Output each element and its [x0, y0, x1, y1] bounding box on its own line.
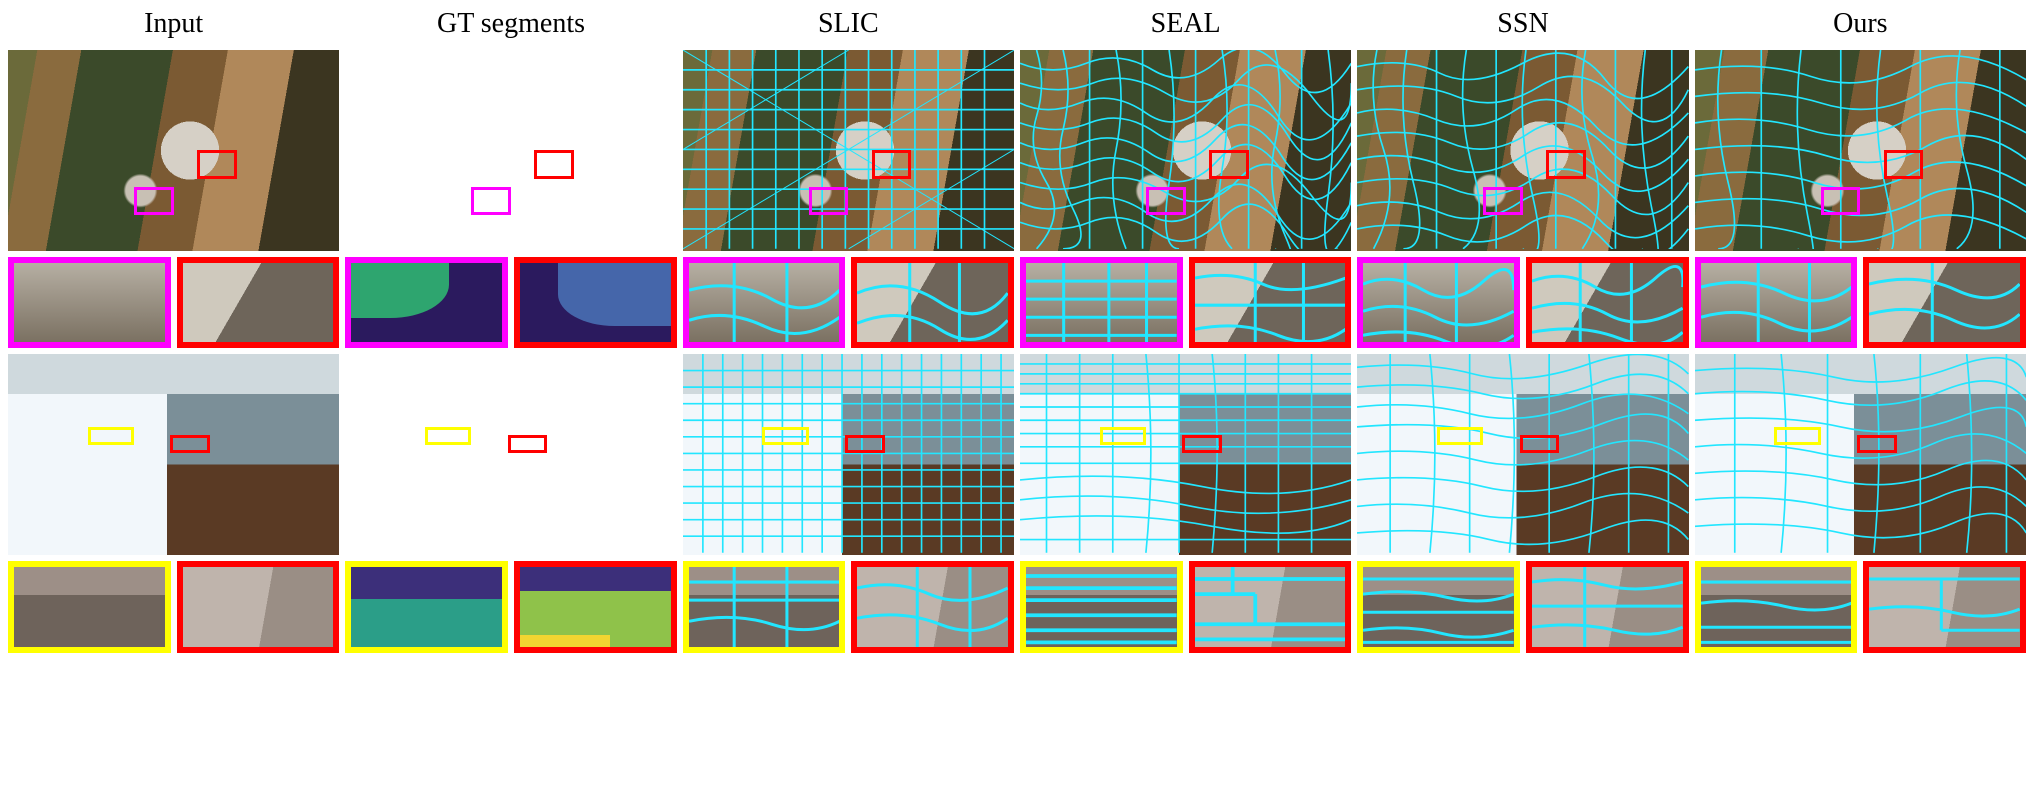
bird-input-image: [8, 50, 339, 251]
bird-ssn-zoom-red: [1526, 257, 1689, 349]
room-input: [8, 354, 339, 555]
bird-ours-zoom-magenta: [1695, 257, 1858, 349]
gt-adult-zoom: [558, 263, 671, 327]
roi-box-yellow: [425, 427, 471, 445]
roi-box-red: [508, 435, 548, 453]
room-gt-zoom-red: [514, 561, 677, 653]
bird-slic: [683, 50, 1014, 251]
room-seal: [1020, 354, 1351, 555]
bird-ssn-image: [1357, 50, 1688, 251]
zoom-mesh: [1363, 263, 1514, 347]
bird-ssn-zooms: [1357, 257, 1688, 349]
bird-gt-zoom-magenta: [345, 257, 508, 349]
room-ours-image: [1695, 354, 2026, 555]
room-seal-zoom-red: [1189, 561, 1352, 653]
room-input-image: [8, 354, 339, 555]
room-ssn-zoom-red: [1526, 561, 1689, 653]
room-input-zooms: [8, 561, 339, 653]
zoom-mesh: [1532, 567, 1683, 651]
bird-ssn: [1357, 50, 1688, 251]
room-slic-zoom-red: [851, 561, 1014, 653]
col-header-slic: SLIC: [683, 8, 1014, 44]
bird-ours-zoom-red: [1863, 257, 2026, 349]
zoom-mesh: [1195, 567, 1346, 651]
col-header-seal: SEAL: [1020, 8, 1351, 44]
room-gt-zoom-yellow: [345, 561, 508, 653]
room-gt: [345, 354, 676, 555]
zoom-mesh: [1363, 567, 1514, 651]
room-ours-zooms: [1695, 561, 2026, 653]
bird-seal-zooms: [1020, 257, 1351, 349]
roi-box-red: [534, 150, 574, 178]
gt-background-stripe: [520, 567, 671, 591]
bird-gt-zooms: [345, 257, 676, 349]
gt-background-stripe: [351, 567, 502, 599]
col-header-gt: GT segments: [345, 8, 676, 44]
zoom-mesh: [1532, 263, 1683, 347]
bird-seal-image: [1020, 50, 1351, 251]
room-seal-zoom-yellow: [1020, 561, 1183, 653]
bird-slic-zooms: [683, 257, 1014, 349]
room-slic-zooms: [683, 561, 1014, 653]
zoom-mesh: [1195, 263, 1346, 347]
bird-input-zoom-red: [177, 257, 340, 349]
roi-box-magenta: [471, 187, 511, 215]
zoom-mesh: [1869, 567, 2020, 651]
bird-seal-zoom-red: [1189, 257, 1352, 349]
gt-bed-stripe: [520, 635, 610, 647]
col-header-ours: Ours: [1695, 8, 2026, 44]
zoom-mesh: [1701, 263, 1852, 347]
room-gt-zooms: [345, 561, 676, 653]
room-seal-zooms: [1020, 561, 1351, 653]
zoom-mesh: [1026, 263, 1177, 347]
zoom-mesh: [1026, 567, 1177, 651]
gt-chick-zoom: [351, 263, 449, 319]
bird-input: [8, 50, 339, 251]
room-ssn-zooms: [1357, 561, 1688, 653]
bird-gt: [345, 50, 676, 251]
bird-input-zoom-magenta: [8, 257, 171, 349]
bird-ours-image: [1695, 50, 2026, 251]
zoom-mesh: [1701, 567, 1852, 651]
room-slic-zoom-yellow: [683, 561, 846, 653]
room-seal-image: [1020, 354, 1351, 555]
bird-seal-zoom-magenta: [1020, 257, 1183, 349]
bird-ssn-zoom-magenta: [1357, 257, 1520, 349]
bird-seal: [1020, 50, 1351, 251]
room-ssn-zoom-yellow: [1357, 561, 1520, 653]
zoom-mesh: [689, 567, 840, 651]
bird-gt-zoom-red: [514, 257, 677, 349]
zoom-mesh: [857, 263, 1008, 347]
room-ours-zoom-yellow: [1695, 561, 1858, 653]
room-slic: [683, 354, 1014, 555]
col-header-input: Input: [8, 8, 339, 44]
zoom-mesh: [857, 567, 1008, 651]
room-ours: [1695, 354, 2026, 555]
bird-slic-zoom-magenta: [683, 257, 846, 349]
bird-ours: [1695, 50, 2026, 251]
room-input-zoom-red: [177, 561, 340, 653]
room-slic-image: [683, 354, 1014, 555]
bird-slic-zoom-red: [851, 257, 1014, 349]
room-input-zoom-yellow: [8, 561, 171, 653]
room-ssn-image: [1357, 354, 1688, 555]
bird-ours-zooms: [1695, 257, 2026, 349]
room-ssn: [1357, 354, 1688, 555]
bird-slic-image: [683, 50, 1014, 251]
zoom-mesh: [689, 263, 840, 347]
zoom-mesh: [1869, 263, 2020, 347]
room-ours-zoom-red: [1863, 561, 2026, 653]
col-header-ssn: SSN: [1357, 8, 1688, 44]
bird-input-zooms: [8, 257, 339, 349]
figure-grid: Input GT segments SLIC SEAL SSN Ours: [8, 8, 2026, 653]
